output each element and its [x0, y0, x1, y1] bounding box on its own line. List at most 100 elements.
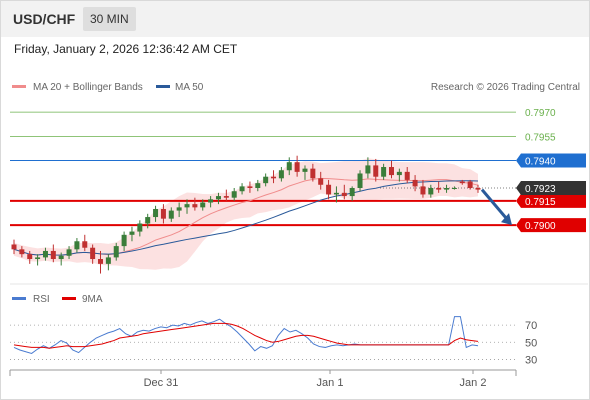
candle [475, 184, 481, 193]
candle [318, 171, 324, 190]
candle-body [451, 188, 457, 189]
candle-body [263, 176, 269, 184]
x-tick-label: Jan 2 [460, 377, 487, 389]
last-price-label: 0.7923 [525, 184, 556, 195]
candle-body [208, 199, 214, 203]
candle-body [66, 249, 72, 256]
candle [145, 213, 151, 229]
legend-rsi-label: RSI [33, 294, 50, 305]
candle-body [373, 165, 379, 177]
rsi-tick-label: 30 [525, 354, 537, 366]
level-tag-support [516, 218, 586, 233]
candle-body [436, 188, 442, 190]
candle [467, 179, 473, 190]
candle-body [98, 259, 104, 264]
candle-body [247, 186, 253, 188]
candle-body [444, 188, 450, 190]
candle [42, 247, 48, 261]
candle [231, 188, 237, 201]
candle [341, 184, 347, 200]
candle [310, 163, 316, 182]
candle [412, 175, 418, 192]
candle-body [388, 167, 394, 176]
x-tick-label: Dec 31 [144, 377, 179, 389]
candle-body [215, 196, 221, 200]
candle [74, 238, 80, 253]
candle-body [318, 178, 324, 185]
level-tag-resistance [516, 153, 586, 168]
candle [105, 254, 111, 271]
candle [255, 179, 261, 192]
price-labels: 0.7970 0.7955 0.7940 0.7915 0.7900 0.7923 [516, 108, 586, 233]
candle-body [239, 186, 245, 192]
forecast-arrow-head [501, 213, 512, 226]
forecast-arrow-shaft [480, 188, 509, 221]
candle [451, 186, 457, 190]
candle [420, 179, 426, 198]
candle-body [475, 188, 481, 190]
candle-body [168, 210, 174, 219]
candle-body [396, 171, 402, 176]
candle-body [176, 207, 182, 211]
candle [90, 244, 96, 264]
candle-body [365, 165, 371, 174]
candle-body [137, 223, 143, 232]
candle [271, 170, 277, 184]
candle [184, 199, 190, 214]
candle-body [231, 191, 237, 198]
candle-body [294, 162, 300, 172]
candle [121, 231, 127, 251]
candle-body [145, 217, 151, 224]
candle [263, 173, 269, 187]
legend-ma50-swatch [156, 85, 170, 88]
candle [278, 167, 284, 182]
candle [286, 157, 292, 176]
candle-body [153, 208, 159, 218]
rsi-series-rsi [13, 316, 479, 354]
candle-body [255, 183, 261, 188]
candle [404, 167, 410, 184]
candle [381, 163, 387, 180]
candle-body [467, 181, 473, 188]
candle [35, 254, 41, 266]
legend-9ma-swatch [62, 297, 76, 300]
candle-body [35, 257, 41, 260]
candle-body [357, 173, 363, 188]
forecast-arrow [480, 188, 512, 226]
candle-body [381, 167, 387, 177]
candle-body [404, 171, 410, 180]
level-label-resistance: 0.7940 [525, 157, 556, 168]
candle-body [341, 192, 347, 197]
candle-body [50, 250, 56, 260]
candle [129, 226, 135, 242]
candle-body [19, 249, 25, 255]
candle [349, 186, 355, 201]
candle-body [459, 181, 465, 184]
rsi-panel: 70 50 30 [10, 316, 537, 366]
candle [200, 199, 206, 211]
credit-text: Research © 2026 Trading Central [431, 82, 580, 93]
timeframe-badge[interactable]: 30 MIN [83, 7, 136, 31]
legend-ma20-label: MA 20 + Bollinger Bands [33, 82, 143, 93]
timestamp: Friday, January 2, 2026 12:36:42 AM CET [14, 42, 238, 56]
candle [428, 184, 434, 198]
candle-body [428, 188, 434, 195]
candle-body [129, 231, 135, 235]
candle-body [302, 168, 308, 172]
candle [113, 242, 119, 261]
candle [333, 186, 339, 203]
x-axis-labels: Dec 31 Jan 1 Jan 2 [144, 370, 487, 389]
level-label-support: 0.7900 [525, 221, 556, 232]
x-tick-label: Jan 1 [317, 377, 344, 389]
candle [58, 252, 64, 266]
candle [373, 158, 379, 182]
candle-body [278, 170, 284, 179]
candle-body [192, 204, 198, 208]
candle-body [74, 241, 80, 250]
candle [223, 189, 229, 201]
legend-rsi-swatch [12, 297, 26, 300]
rsi-tick-label: 50 [525, 337, 537, 349]
candle [27, 250, 33, 264]
level-label-target: 0.7970 [525, 108, 556, 119]
